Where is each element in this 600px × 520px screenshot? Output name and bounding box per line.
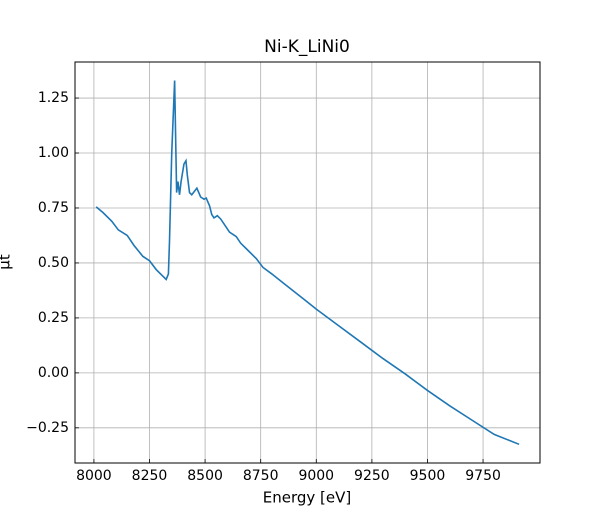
x-axis-label: Energy [eV] bbox=[263, 489, 351, 507]
plot-frame bbox=[74, 61, 541, 464]
x-tick-label: 8250 bbox=[132, 468, 168, 484]
y-tick-label: 1.25 bbox=[38, 90, 69, 106]
x-tick-label: 9500 bbox=[410, 468, 446, 484]
x-tick-label: 9750 bbox=[465, 468, 501, 484]
y-tick-label: 0.75 bbox=[38, 200, 69, 216]
x-tick-label: 8000 bbox=[76, 468, 112, 484]
x-tick-label: 8500 bbox=[187, 468, 223, 484]
x-tick-label: 9000 bbox=[298, 468, 334, 484]
y-tick-label: 0.25 bbox=[38, 310, 69, 326]
data-line bbox=[95, 80, 520, 446]
y-tick-label: 0.50 bbox=[38, 255, 69, 271]
y-tick-label: 1.00 bbox=[38, 145, 69, 161]
y-tick-label: −0.25 bbox=[26, 420, 69, 436]
y-tick-label: 0.00 bbox=[38, 365, 69, 381]
y-axis-label: μt bbox=[0, 254, 14, 270]
x-tick-label: 9250 bbox=[354, 468, 390, 484]
x-tick-label: 8750 bbox=[243, 468, 279, 484]
chart-title: Ni-K_LiNi0 bbox=[264, 37, 350, 57]
